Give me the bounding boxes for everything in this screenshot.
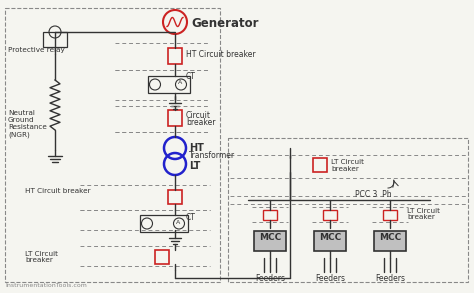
Text: A: A — [178, 81, 182, 86]
Text: Ground: Ground — [8, 117, 35, 123]
Text: Resistance: Resistance — [8, 124, 47, 130]
Bar — [140, 215, 188, 232]
Text: (NGR): (NGR) — [8, 131, 30, 137]
Text: LT Circuit: LT Circuit — [25, 251, 58, 257]
Text: CT: CT — [186, 213, 196, 222]
Text: Feeders: Feeders — [315, 274, 345, 283]
Bar — [314, 231, 346, 251]
Bar — [383, 210, 397, 220]
Text: Neutral: Neutral — [8, 110, 35, 116]
Text: Circuit: Circuit — [186, 111, 211, 120]
Text: MCC: MCC — [259, 234, 281, 243]
Text: breaker: breaker — [25, 257, 53, 263]
Bar — [5, 8, 220, 282]
Text: PCC 3  Ph: PCC 3 Ph — [355, 190, 392, 199]
Text: breaker: breaker — [186, 118, 216, 127]
Bar — [228, 138, 468, 282]
Bar — [168, 48, 182, 64]
Text: MCC: MCC — [379, 234, 401, 243]
Bar — [155, 250, 169, 264]
Bar — [323, 210, 337, 220]
Text: LT: LT — [189, 161, 201, 171]
Bar — [43, 32, 67, 47]
Text: LT Circuit: LT Circuit — [407, 208, 440, 214]
Text: Protective relay: Protective relay — [8, 47, 65, 53]
Text: CT: CT — [186, 72, 196, 81]
Bar — [168, 110, 182, 126]
Text: breaker: breaker — [331, 166, 359, 172]
Bar — [168, 190, 182, 204]
Text: HT Circuit breaker: HT Circuit breaker — [186, 50, 255, 59]
Text: MCC: MCC — [319, 234, 341, 243]
Bar — [374, 231, 406, 251]
Text: Transformer: Transformer — [189, 151, 235, 160]
Text: Generator: Generator — [191, 17, 258, 30]
Text: Feeders: Feeders — [375, 274, 405, 283]
Bar — [313, 158, 327, 172]
Text: breaker: breaker — [407, 214, 435, 220]
Bar — [254, 231, 286, 251]
Text: InstrumentationTools.com: InstrumentationTools.com — [5, 283, 87, 288]
Bar — [263, 210, 277, 220]
Text: HT: HT — [189, 143, 204, 153]
Bar — [148, 76, 190, 93]
Text: Feeders: Feeders — [255, 274, 285, 283]
Text: A: A — [176, 219, 180, 224]
Text: HT Circuit breaker: HT Circuit breaker — [25, 188, 91, 194]
Text: LT Circuit: LT Circuit — [331, 159, 364, 165]
